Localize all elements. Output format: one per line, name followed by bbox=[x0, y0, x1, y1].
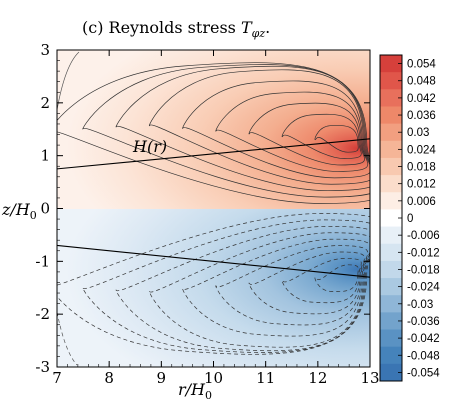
colorbar-label: 0.054 bbox=[407, 59, 436, 71]
x-tick-label: 10 bbox=[204, 369, 223, 387]
y-tick-label: -3 bbox=[35, 358, 50, 376]
contour-field bbox=[57, 50, 370, 367]
colorbar-swatch bbox=[380, 295, 402, 313]
negative-contour bbox=[281, 258, 362, 304]
y-tick-label: -1 bbox=[35, 252, 50, 270]
positive-contour bbox=[148, 69, 370, 185]
positive-contour bbox=[248, 102, 365, 166]
colorbar-label: 0.03 bbox=[407, 127, 429, 139]
colorbar-swatch bbox=[380, 226, 402, 245]
title-end: . bbox=[265, 18, 270, 37]
x-tick-label: 7 bbox=[52, 369, 62, 387]
negative-contour bbox=[248, 251, 365, 315]
chart-title: (c) Reynolds stress Tφz. bbox=[82, 18, 270, 40]
colorbar-swatch bbox=[380, 123, 402, 142]
colorbar-label: -0.054 bbox=[407, 367, 440, 379]
y-tick-label: 0 bbox=[40, 200, 50, 218]
colorbar-label: -0.018 bbox=[407, 264, 440, 276]
x-axis-label: r/H0 bbox=[178, 380, 212, 402]
positive-contour bbox=[115, 65, 370, 192]
colorbar-swatch bbox=[380, 363, 402, 382]
colorbar-label: -0.012 bbox=[407, 247, 440, 259]
svg-text:(c) Reynolds stress Tφz.: (c) Reynolds stress Tφz. bbox=[82, 18, 270, 40]
positive-contour bbox=[314, 125, 359, 153]
negative-region bbox=[57, 209, 370, 367]
colorbar-label: 0.024 bbox=[407, 144, 436, 156]
y-tick-label: 2 bbox=[40, 94, 50, 112]
x-tick-label: 8 bbox=[104, 369, 114, 387]
colorbar-swatch bbox=[380, 175, 402, 193]
y-label-sub: 0 bbox=[30, 209, 37, 222]
scale-height-line-lower bbox=[57, 244, 370, 278]
colorbar-label: 0 bbox=[407, 213, 413, 225]
colorbar-label: 0.018 bbox=[407, 162, 436, 174]
colorbar-swatch bbox=[380, 346, 402, 365]
positive-region bbox=[57, 50, 370, 209]
contour-lines bbox=[57, 51, 370, 366]
positive-contour bbox=[215, 91, 369, 172]
y-tick-label: -2 bbox=[35, 305, 50, 323]
y-label-main: z/H bbox=[1, 200, 31, 219]
colorbar-swatch bbox=[380, 192, 402, 210]
colorbar-label: 0.042 bbox=[407, 93, 436, 105]
y-axis-label: z/H0 bbox=[1, 200, 37, 222]
colorbar-swatch bbox=[380, 278, 402, 296]
x-label-sub: 0 bbox=[205, 389, 212, 402]
colorbar-label: 0.012 bbox=[407, 179, 436, 191]
positive-contour bbox=[281, 113, 362, 159]
colorbar-swatch bbox=[380, 89, 402, 107]
scale-height-lines bbox=[57, 138, 370, 278]
h-of-r-label: H(r) bbox=[132, 137, 167, 156]
y-tick-label: 1 bbox=[40, 147, 50, 165]
colorbar-swatch bbox=[380, 140, 402, 159]
positive-contour bbox=[182, 80, 370, 179]
colorbar-swatch bbox=[380, 243, 402, 262]
colorbar-swatch bbox=[380, 312, 402, 331]
colorbar-swatch bbox=[380, 260, 402, 279]
colorbar-swatch bbox=[380, 72, 402, 90]
colorbar-label: 0.036 bbox=[407, 110, 436, 122]
title-symbol: T bbox=[241, 18, 253, 37]
x-tick-label: 11 bbox=[256, 369, 275, 387]
title-subscript: φz bbox=[252, 27, 266, 40]
negative-contour bbox=[314, 264, 359, 292]
positive-contour bbox=[57, 62, 370, 204]
colorbar-swatch bbox=[380, 106, 402, 125]
negative-contour bbox=[57, 213, 370, 355]
negative-contour bbox=[182, 238, 370, 337]
negative-contour bbox=[215, 245, 369, 326]
colorbar-label: 0.006 bbox=[407, 196, 436, 208]
x-tick-label: 13 bbox=[360, 369, 379, 387]
svg-text:z/H0: z/H0 bbox=[1, 200, 37, 222]
colorbar-label: -0.036 bbox=[407, 316, 440, 328]
x-tick-label: 12 bbox=[308, 369, 327, 387]
svg-text:r/H0: r/H0 bbox=[178, 380, 212, 402]
colorbar-label: -0.042 bbox=[407, 333, 440, 345]
y-tick-label: 3 bbox=[40, 41, 50, 59]
colorbar-swatch bbox=[380, 329, 402, 348]
colorbar-label: 0.048 bbox=[407, 76, 436, 88]
colorbar-swatch bbox=[380, 209, 402, 228]
colorbar-label: -0.024 bbox=[407, 282, 440, 294]
colorbar-label: -0.048 bbox=[407, 350, 440, 362]
title-main: (c) Reynolds stress bbox=[82, 18, 241, 37]
negative-contour bbox=[82, 219, 370, 353]
negative-contour bbox=[115, 225, 370, 352]
colorbar-label: -0.03 bbox=[407, 299, 433, 311]
scale-height-line-upper bbox=[57, 138, 370, 170]
colorbar-swatch bbox=[380, 55, 402, 73]
negative-contour bbox=[148, 232, 370, 348]
colorbar-swatch bbox=[380, 157, 402, 176]
x-tick-label: 9 bbox=[157, 369, 167, 387]
colorbar-label: -0.006 bbox=[407, 230, 440, 242]
positive-contour bbox=[82, 64, 370, 198]
colorbar: 0.054 0.048 0.042 0.036 0.03 0.024 0.018 0.012 0… bbox=[379, 54, 440, 382]
x-label-main: r/H bbox=[178, 380, 206, 399]
